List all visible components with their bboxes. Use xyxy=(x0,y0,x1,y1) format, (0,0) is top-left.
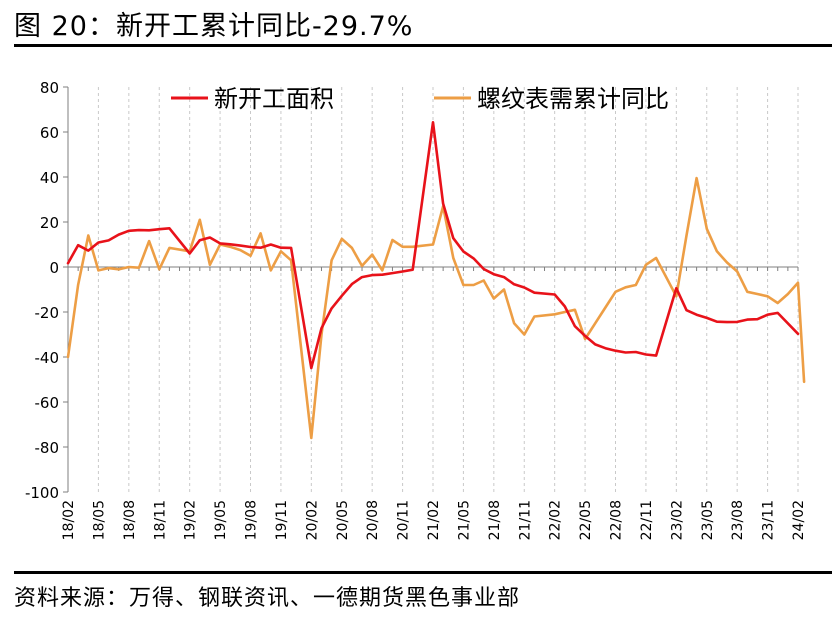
x-tick-label: 22/11 xyxy=(639,500,655,540)
x-tick-label: 20/11 xyxy=(396,500,412,540)
x-tick-label: 23/11 xyxy=(761,500,777,540)
y-tick-label: 80 xyxy=(40,79,59,97)
y-tick-label: -60 xyxy=(35,394,60,412)
x-tick-label: 20/05 xyxy=(335,500,351,540)
x-tick-label: 18/11 xyxy=(152,500,168,540)
x-tick-label: 23/02 xyxy=(669,500,685,540)
x-tick-label: 21/02 xyxy=(426,500,442,540)
y-tick-label: 0 xyxy=(49,259,59,277)
chart-container: 18/02 18/05 18/08 18/11 19/02 19/05 19/08 19/11… xyxy=(14,47,832,570)
y-tick-label: -40 xyxy=(35,349,60,367)
top-rule xyxy=(14,44,832,47)
y-tick-label: -20 xyxy=(35,304,60,322)
x-tick-label: 20/08 xyxy=(365,500,381,540)
x-tick-label: 24/02 xyxy=(791,500,807,540)
x-tick-label: 21/11 xyxy=(517,500,533,540)
x-tick-label: 19/05 xyxy=(213,500,229,540)
series-line-rebar-demand xyxy=(66,176,806,440)
x-tick-label: 18/05 xyxy=(91,500,107,540)
line-chart: 18/02 18/05 18/08 18/11 19/02 19/05 19/08 19/11… xyxy=(25,79,807,540)
x-tick-label: 22/05 xyxy=(578,500,594,540)
x-tick-label: 21/05 xyxy=(456,500,472,540)
series-line-new-construction xyxy=(66,121,800,370)
x-tick-label: 19/08 xyxy=(244,500,260,540)
legend-new-construction-label: 新开工面积 xyxy=(214,85,334,113)
x-tick-label: 21/08 xyxy=(487,500,503,540)
x-tick-label: 18/02 xyxy=(61,500,77,540)
x-tick-label: 22/02 xyxy=(548,500,564,540)
bottom-rule xyxy=(14,571,832,574)
y-tick-label: -80 xyxy=(35,439,60,457)
y-tick-label: 60 xyxy=(40,124,59,142)
x-tick-label: 19/11 xyxy=(274,500,290,540)
x-tick-label: 20/02 xyxy=(304,500,320,540)
y-tick-label: 40 xyxy=(40,169,59,187)
legend-rebar-demand-label: 螺纹表需累计同比 xyxy=(477,85,669,113)
x-tick-label: 23/08 xyxy=(730,500,746,540)
x-tick-label: 18/08 xyxy=(122,500,138,540)
source-note: 资料来源：万得、钢联资讯、一德期货黑色事业部 xyxy=(14,586,521,611)
y-tick-label: -100 xyxy=(25,484,59,502)
x-tick-label: 22/08 xyxy=(609,500,625,540)
figure-title: 图 20：新开工累计同比-29.7% xyxy=(14,11,414,42)
x-tick-label: 23/05 xyxy=(700,500,716,540)
y-tick-label: 20 xyxy=(40,214,59,232)
x-tick-label: 19/02 xyxy=(183,500,199,540)
